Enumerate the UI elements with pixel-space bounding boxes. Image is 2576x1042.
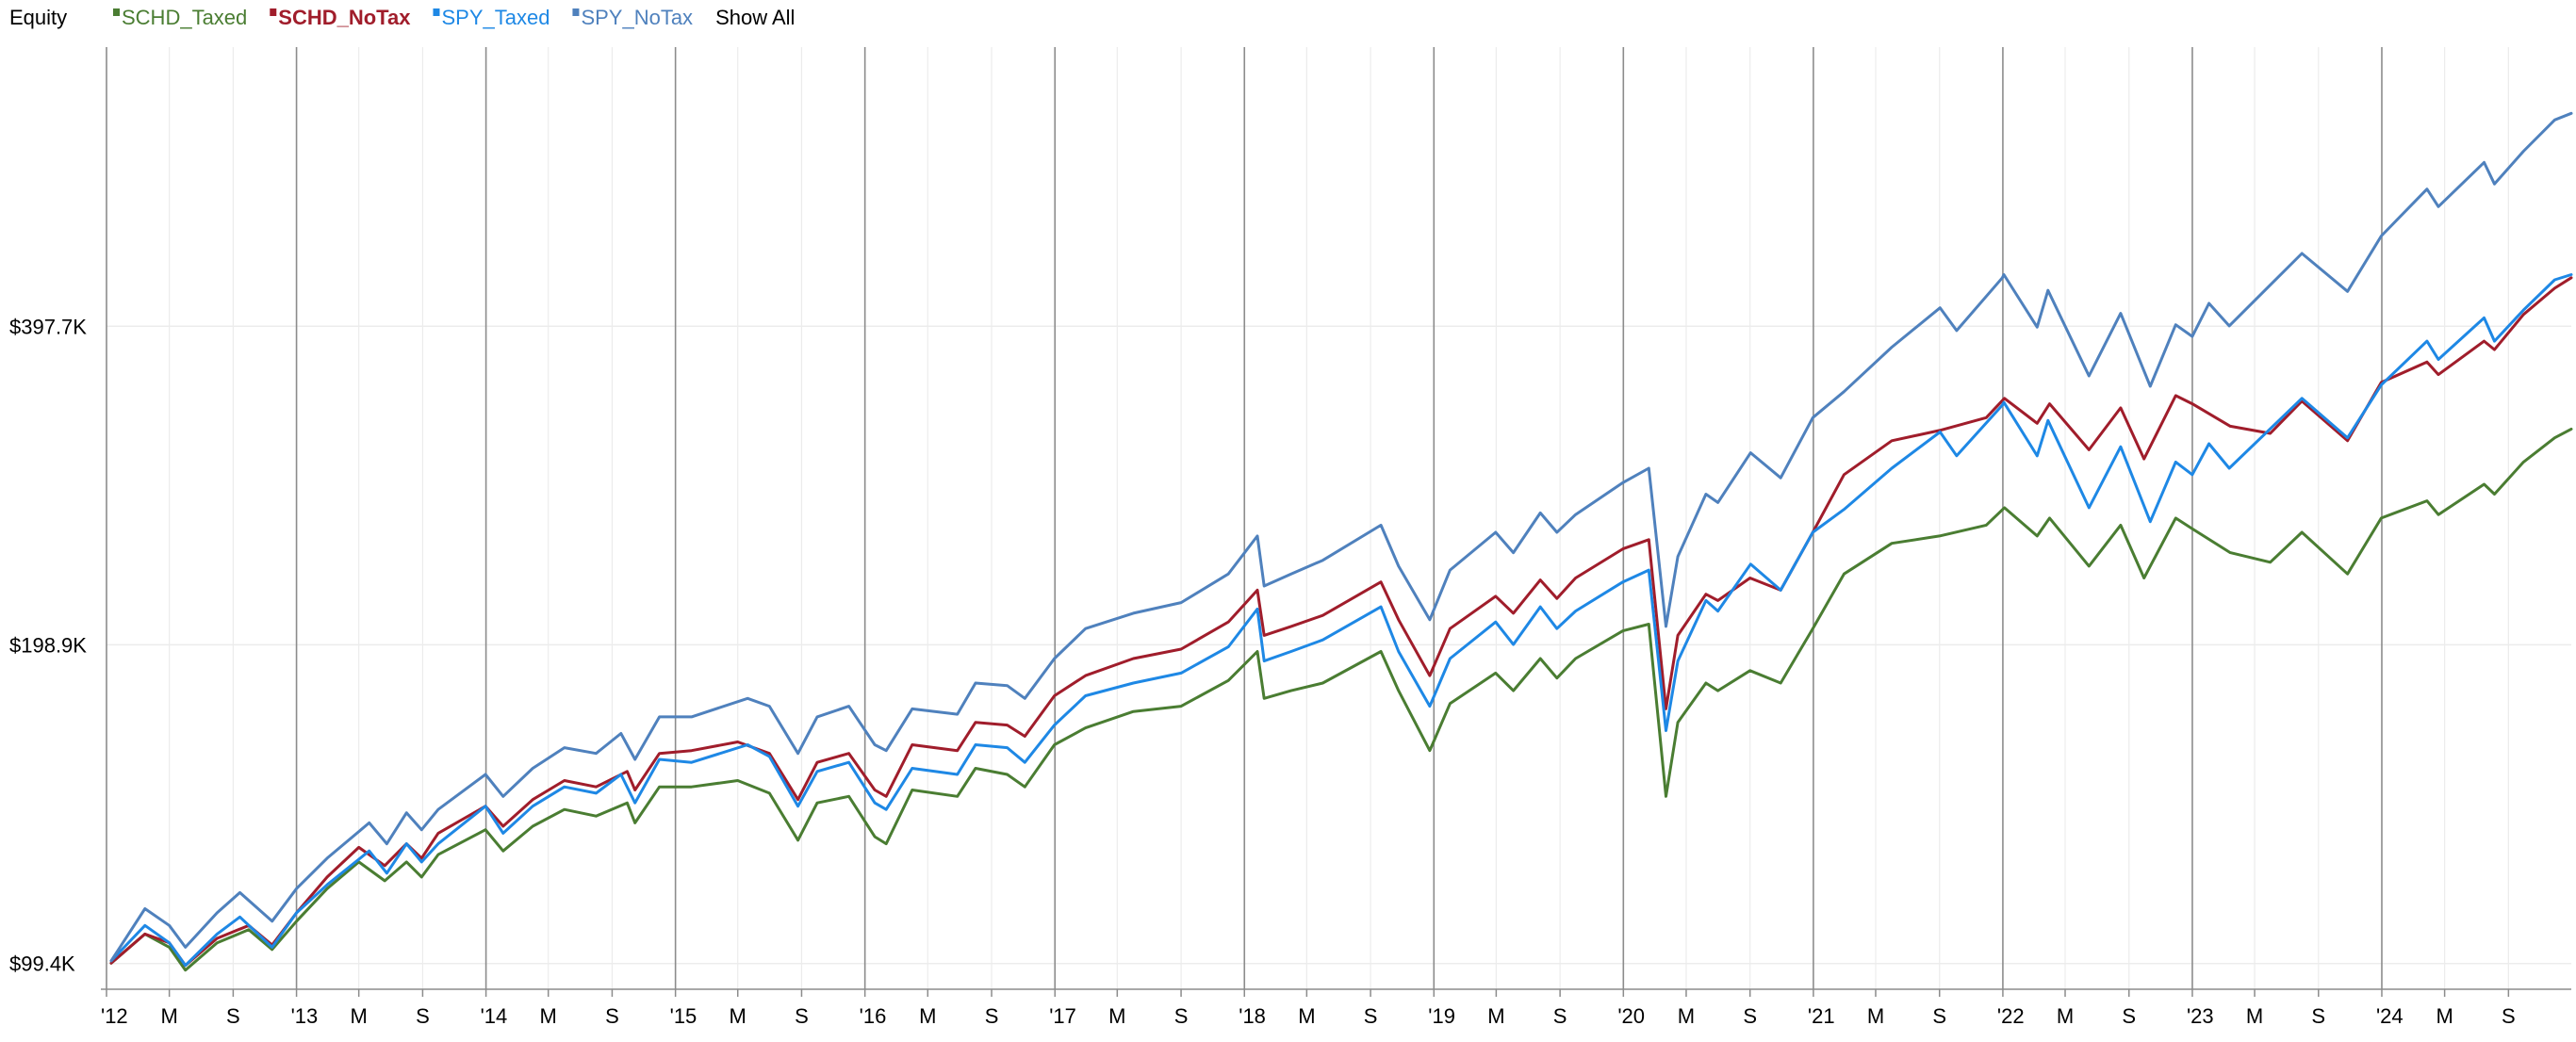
x-tick-label: S — [2311, 1004, 2325, 1028]
x-tick-label: '13 — [291, 1004, 319, 1028]
x-tick-label: S — [605, 1004, 619, 1028]
x-tick-label: M — [160, 1004, 177, 1028]
x-tick-label: S — [795, 1004, 809, 1028]
x-tick-label: S — [226, 1004, 240, 1028]
x-tick-label: S — [2122, 1004, 2136, 1028]
x-tick-label: '19 — [1428, 1004, 1455, 1028]
x-tick-label: '12 — [101, 1004, 128, 1028]
series-line-spy-notax — [109, 111, 2573, 963]
series-layer — [109, 111, 2573, 972]
legend-swatch — [572, 8, 580, 16]
x-tick-label: M — [2436, 1004, 2453, 1028]
x-tick-label: S — [416, 1004, 430, 1028]
x-tick-label: M — [1487, 1004, 1504, 1028]
y-tick-label: $397.7K — [9, 315, 87, 338]
x-tick-label: '24 — [2376, 1004, 2404, 1028]
x-tick-label: S — [1932, 1004, 1946, 1028]
x-tick-label: S — [1553, 1004, 1567, 1028]
x-tick-label: S — [1743, 1004, 1757, 1028]
x-tick-label: M — [540, 1004, 557, 1028]
legend-item-spy-notax[interactable]: SPY_NoTax — [572, 6, 693, 29]
x-tick-label: '17 — [1049, 1004, 1076, 1028]
x-tick-label: S — [1174, 1004, 1189, 1028]
legend-item-schd-taxed[interactable]: SCHD_Taxed — [113, 6, 247, 29]
x-tick-label: M — [1108, 1004, 1125, 1028]
x-tick-label: M — [351, 1004, 368, 1028]
x-tick-label: M — [2057, 1004, 2074, 1028]
x-tick-label: M — [1678, 1004, 1695, 1028]
x-tick-label: M — [919, 1004, 936, 1028]
y-tick-label: $198.9K — [9, 633, 87, 657]
axis-layer: $99.4K $198.9K $397.7K '12 M S '13 M S '14 M S '15 M S… — [9, 315, 2571, 1028]
x-tick-label: S — [2502, 1004, 2516, 1028]
legend-label: SCHD_NoTax — [278, 6, 411, 29]
legend-title: Equity — [9, 6, 67, 29]
legend-label: SCHD_Taxed — [122, 6, 247, 29]
show-all-button[interactable]: Show All — [715, 6, 795, 29]
x-tick-label: '20 — [1617, 1004, 1645, 1028]
legend-item-schd-notax[interactable]: SCHD_NoTax — [270, 6, 411, 29]
x-tick-label: M — [1298, 1004, 1315, 1028]
x-tick-label: '21 — [1808, 1004, 1835, 1028]
x-tick-label: '22 — [1997, 1004, 2025, 1028]
legend-item-spy-taxed[interactable]: SPY_Taxed — [433, 6, 550, 29]
y-tick-label: $99.4K — [9, 952, 75, 976]
legend-swatch — [433, 8, 440, 16]
legend-label: SPY_Taxed — [441, 6, 550, 29]
x-tick-label: M — [2246, 1004, 2263, 1028]
x-tick-label: '15 — [670, 1004, 697, 1028]
legend-swatch — [113, 8, 120, 16]
x-tick-label: '18 — [1239, 1004, 1266, 1028]
x-tick-label: '14 — [481, 1004, 508, 1028]
x-tick-label: '16 — [860, 1004, 887, 1028]
series-line-spy-taxed — [109, 273, 2573, 968]
series-line-schd-taxed — [109, 427, 2573, 972]
x-tick-label: S — [1364, 1004, 1378, 1028]
x-tick-label: S — [985, 1004, 999, 1028]
grid-layer — [106, 47, 2571, 989]
x-tick-label: '23 — [2187, 1004, 2214, 1028]
legend-swatch — [270, 8, 277, 16]
x-tick-label: M — [730, 1004, 747, 1028]
x-tick-label: M — [1867, 1004, 1884, 1028]
legend: Equity SCHD_Taxed SCHD_NoTax SPY_Taxed SPY_N… — [9, 6, 795, 29]
legend-label: SPY_NoTax — [581, 6, 693, 29]
